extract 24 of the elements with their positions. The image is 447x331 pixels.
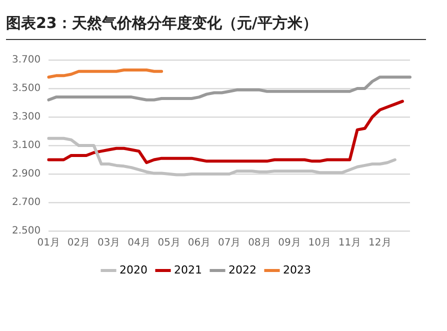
x-tick-label: 03月: [97, 238, 120, 249]
x-tick-label: 12月: [368, 238, 392, 249]
x-tick-label: 08月: [248, 238, 271, 249]
legend-label: 2021: [174, 263, 202, 276]
x-tick-label: 07月: [218, 238, 241, 249]
x-tick-label: 01月: [37, 238, 60, 249]
x-tick-label: 02月: [67, 238, 90, 249]
y-tick-label: 3.700: [12, 54, 41, 66]
x-tick-label: 05月: [158, 238, 180, 249]
y-tick-label: 3.100: [12, 140, 41, 152]
y-tick-label: 3.300: [12, 112, 41, 123]
x-tick-label: 10月: [308, 238, 332, 249]
legend-label: 2022: [228, 263, 256, 276]
x-tick-label: 04月: [128, 238, 150, 249]
y-tick-label: 2.500: [12, 226, 41, 237]
x-tick-label: 11月: [338, 238, 362, 249]
x-tick-label: 09月: [278, 238, 301, 249]
x-tick-label: 06月: [188, 238, 211, 249]
legend-label: 2020: [120, 263, 148, 276]
chart-title: 图表23：天然气价格分年度变化（元/平方米）: [6, 14, 426, 40]
y-tick-label: 2.900: [12, 168, 41, 180]
legend-label: 2023: [282, 263, 311, 276]
y-tick-label: 3.500: [12, 83, 41, 94]
y-tick-label: 2.700: [12, 197, 41, 208]
